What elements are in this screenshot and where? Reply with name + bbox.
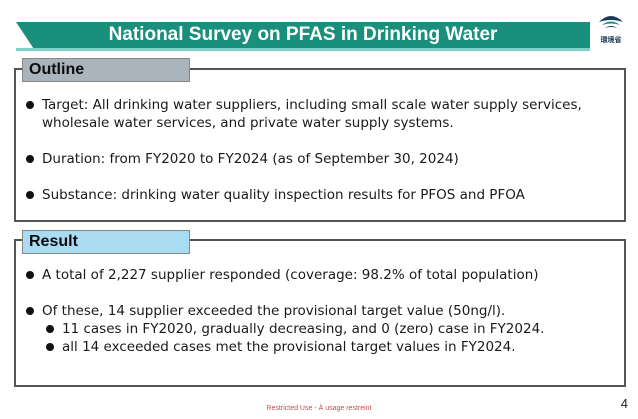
- bullet-dot-icon: [26, 191, 34, 199]
- slide-title: National Survey on PFAS in Drinking Wate…: [108, 24, 498, 45]
- bullet-dot-icon: [26, 101, 34, 109]
- outline-panel: [14, 68, 626, 222]
- logo-text: 環境省: [600, 36, 622, 44]
- outline-bullet-target: Target: All drinking water suppliers, in…: [26, 96, 616, 132]
- result-bullet-responded: A total of 2,227 supplier responded (cov…: [26, 266, 621, 284]
- bullet-dot-icon: [46, 325, 54, 333]
- ministry-logo: 環境省: [591, 10, 631, 46]
- bullet-dot-icon: [26, 155, 34, 163]
- result-bullet-list: A total of 2,227 supplier responded (cov…: [26, 266, 621, 356]
- title-banner: [16, 22, 590, 48]
- result-bullet-exceeded: Of these, 14 supplier exceeded the provi…: [26, 302, 621, 320]
- bullet-dot-icon: [26, 271, 34, 279]
- bullet-dot-icon: [26, 307, 34, 315]
- footer-classification: Restricted Use - À usage restreint: [266, 405, 372, 412]
- result-panel: [14, 239, 626, 387]
- outline-bullet-substance: Substance: drinking water quality inspec…: [26, 186, 616, 204]
- outline-bullet-list: Target: All drinking water suppliers, in…: [26, 96, 616, 204]
- outline-heading: Outline: [22, 58, 190, 82]
- bullet-dot-icon: [46, 343, 54, 351]
- ministry-logo-icon: [599, 16, 623, 28]
- outline-bullet-duration: Duration: from FY2020 to FY2024 (as of S…: [26, 150, 616, 168]
- result-heading: Result: [22, 230, 190, 254]
- page-number: 4: [620, 396, 628, 411]
- result-sub-bullet-met-target: all 14 exceeded cases met the provisiona…: [46, 338, 621, 356]
- result-sub-bullet-fy-trend: 11 cases in FY2020, gradually decreasing…: [46, 320, 621, 338]
- title-underline: [16, 48, 590, 51]
